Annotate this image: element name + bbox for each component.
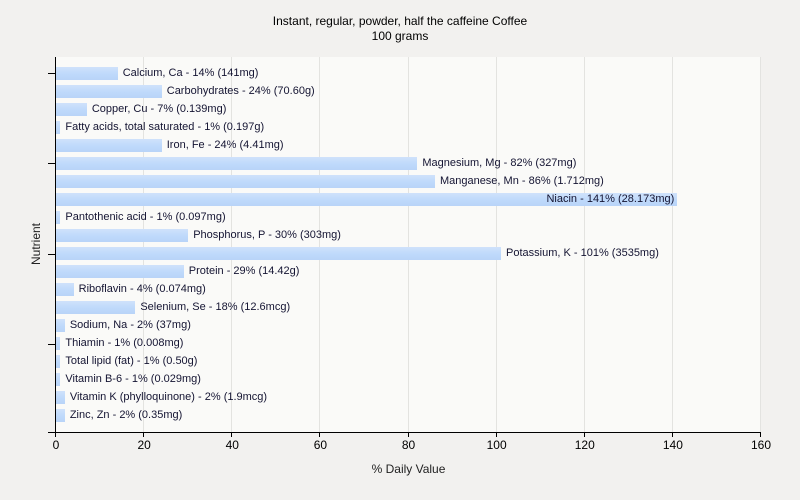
y-axis-tick [48,163,55,165]
y-axis-tick [48,253,55,255]
bar[interactable] [56,319,65,333]
bar-label: Zinc, Zn - 2% (0.35mg) [69,409,183,422]
bar[interactable] [56,102,87,116]
x-axis-tick-label: 100 [486,438,507,452]
x-axis-tick-label: 60 [313,438,328,452]
bar[interactable] [56,373,61,387]
gridline [143,57,145,432]
bar-label: Riboflavin - 4% (0.074mg) [78,283,206,296]
gridline [583,57,585,432]
chart-subtitle: 100 grams [371,29,429,43]
x-axis-tick [583,433,585,437]
bar-row: Sodium, Na - 2% (37mg) [56,319,761,333]
gridline [495,57,497,432]
bar-row: Zinc, Zn - 2% (0.35mg) [56,409,761,423]
bar-row: Thiamin - 1% (0.008mg) [56,337,761,351]
bar[interactable] [56,337,61,351]
bar-label: Vitamin K (phylloquinone) - 2% (1.9mcg) [69,391,268,404]
x-axis-tick [319,433,321,437]
bar[interactable] [56,247,502,260]
bar[interactable] [56,409,65,423]
bar[interactable] [56,265,184,279]
x-axis-tick-label: 20 [137,438,151,452]
gridline [231,57,233,432]
y-axis-tick [48,343,55,345]
bar-row: Phosphorus, P - 30% (303mg) [56,228,761,242]
bar[interactable] [56,228,189,242]
bar[interactable] [56,174,435,188]
bar-row: Carbohydrates - 24% (70.60g) [56,84,761,98]
x-axis-tick [143,433,145,437]
bar-row: Vitamin B-6 - 1% (0.029mg) [56,373,761,387]
bar-row: Selenium, Se - 18% (12.6mcg) [56,301,761,315]
chart-title-block: Instant, regular, powder, half the caffe… [0,14,800,44]
y-axis-title: Nutrient [29,222,43,266]
x-axis-tick [407,433,409,437]
bar[interactable] [56,66,118,80]
bar-label: Phosphorus, P - 30% (303mg) [193,228,341,241]
bar-label: Manganese, Mn - 86% (1.712mg) [439,174,604,187]
bar-label: Sodium, Na - 2% (37mg) [69,319,191,332]
x-axis-tick [760,433,761,437]
bar[interactable] [56,192,678,206]
x-axis-tick [231,433,233,437]
x-axis-tick [495,433,497,437]
bar-label: Fatty acids, total saturated - 1% (0.197… [65,120,265,133]
y-axis-tick [48,73,55,74]
bar[interactable] [56,283,74,297]
x-axis-tick-label: 140 [662,438,683,452]
gridline [407,57,409,432]
bar-row: Calcium, Ca - 14% (141mg) [56,66,761,80]
chart-title: Instant, regular, powder, half the caffe… [272,14,528,28]
bar-label: Protein - 29% (14.42g) [188,265,300,278]
bar-label: Selenium, Se - 18% (12.6mcg) [140,301,291,314]
bar-row: Riboflavin - 4% (0.074mg) [56,283,761,297]
bar-row: Niacin - 141% (28.173mg) [56,192,761,206]
bar[interactable] [56,210,61,224]
bar-label: Vitamin B-6 - 1% (0.029mg) [65,373,201,386]
bar-row: Potassium, K - 101% (3535mg) [56,247,761,260]
bar-row: Fatty acids, total saturated - 1% (0.197… [56,120,761,134]
bar-row: Manganese, Mn - 86% (1.712mg) [56,174,761,188]
gridline [760,57,761,432]
bar-label: Potassium, K - 101% (3535mg) [506,247,659,259]
bar-label: Total lipid (fat) - 1% (0.50g) [65,355,198,368]
bar-row: Total lipid (fat) - 1% (0.50g) [56,355,761,369]
x-axis-tick-label: 0 [52,438,60,452]
x-axis-tick [55,433,56,437]
x-axis-tick-label: 120 [574,438,595,452]
bar-row: Pantothenic acid - 1% (0.097mg) [56,210,761,224]
y-axis-tick [48,432,55,433]
bar-label: Magnesium, Mg - 82% (327mg) [422,156,577,169]
x-axis-tick [671,433,673,437]
bar[interactable] [56,301,136,315]
gridline [319,57,321,432]
bar[interactable] [56,391,65,405]
bar-row: Copper, Cu - 7% (0.139mg) [56,102,761,116]
bar-row: Protein - 29% (14.42g) [56,265,761,279]
plot-area: % Daily Value 0 20 40 60 80 100 120 140 160 Calci… [48,57,771,476]
x-axis-tick-label: 40 [225,438,239,452]
bar-label: Calcium, Ca - 14% (141mg) [122,66,259,79]
bar[interactable] [56,120,61,134]
bar-label: Niacin - 141% (28.173mg) [546,192,675,205]
bar-row: Iron, Fe - 24% (4.41mg) [56,138,761,152]
bar-row: Vitamin K (phylloquinone) - 2% (1.9mcg) [56,391,761,405]
bar-label: Iron, Fe - 24% (4.41mg) [166,138,284,151]
x-axis-title: % Daily Value [371,462,446,476]
bar-label: Pantothenic acid - 1% (0.097mg) [65,210,226,223]
bar-label: Copper, Cu - 7% (0.139mg) [91,102,227,115]
bar[interactable] [56,355,61,369]
bar-label: Thiamin - 1% (0.008mg) [65,337,184,350]
bar[interactable] [56,138,162,152]
x-axis-tick-label: 160 [750,438,772,452]
bar[interactable] [56,84,162,98]
bar-label: Carbohydrates - 24% (70.60g) [166,84,315,97]
bar-row: Magnesium, Mg - 82% (327mg) [56,156,761,170]
x-axis-tick-label: 80 [401,438,416,452]
gridline [671,57,673,432]
bar[interactable] [56,156,418,170]
